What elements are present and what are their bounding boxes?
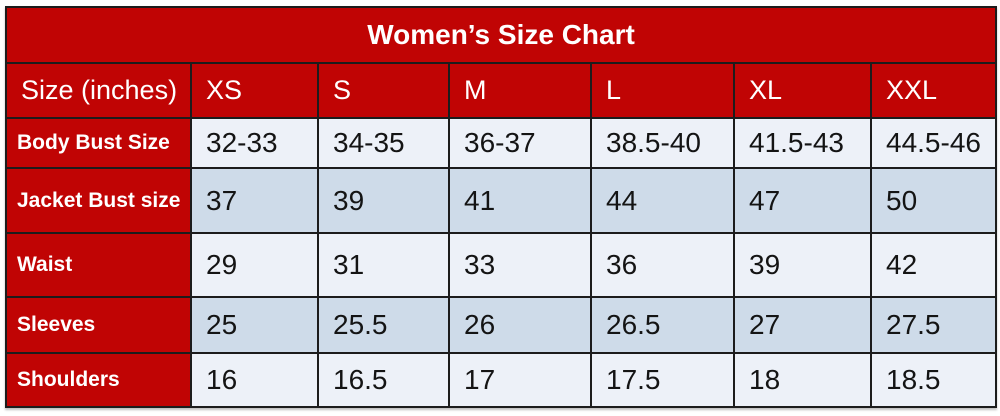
table-cell: 26.5 <box>590 296 735 354</box>
table-cell: 27 <box>733 296 872 354</box>
table-cell: 38.5-40 <box>590 117 735 169</box>
table-row-waist: Waist 29 31 33 36 39 42 <box>5 232 998 298</box>
row-label-jacket-bust: Jacket Bust size <box>5 167 192 234</box>
header-row: Size (inches) XS S M L XL XXL <box>5 62 998 119</box>
table-cell: 26 <box>448 296 592 354</box>
table-cell: 37 <box>190 167 319 234</box>
table-cell: 25.5 <box>317 296 450 354</box>
table-row-sleeves: Sleeves 25 25.5 26 26.5 27 27.5 <box>5 296 998 354</box>
table-cell: 18.5 <box>869 352 998 408</box>
table-cell: 31 <box>317 232 450 298</box>
table-row-shoulders: Shoulders 16 16.5 17 17.5 18 18.5 <box>5 352 998 408</box>
row-label-body-bust: Body Bust Size <box>5 117 192 169</box>
column-header-xxl: XXL <box>869 62 998 119</box>
row-label-shoulders: Shoulders <box>5 352 192 408</box>
column-header-l: L <box>590 62 735 119</box>
table-cell: 36-37 <box>448 117 592 169</box>
title-row: Women’s Size Chart <box>4 6 998 64</box>
table-cell: 47 <box>733 167 872 234</box>
row-label-sleeves: Sleeves <box>5 296 192 354</box>
table-cell: 39 <box>317 167 450 234</box>
table-cell: 16 <box>190 352 319 408</box>
table-cell: 17.5 <box>590 352 735 408</box>
column-header-m: M <box>448 62 592 119</box>
table-cell: 44 <box>590 167 735 234</box>
column-header-size-inches: Size (inches) <box>5 62 192 119</box>
table-cell: 36 <box>590 232 735 298</box>
table-cell: 50 <box>869 167 998 234</box>
chart-title: Women’s Size Chart <box>4 6 998 64</box>
table-cell: 18 <box>733 352 872 408</box>
table-cell: 33 <box>448 232 592 298</box>
table-cell: 41 <box>448 167 592 234</box>
table-cell: 34-35 <box>317 117 450 169</box>
size-chart-table: Women’s Size Chart Size (inches) XS S M … <box>4 6 998 408</box>
column-header-xl: XL <box>733 62 872 119</box>
table-cell: 27.5 <box>869 296 998 354</box>
table-cell: 39 <box>733 232 872 298</box>
column-header-s: S <box>317 62 450 119</box>
table-cell: 17 <box>448 352 592 408</box>
table-cell: 32-33 <box>190 117 319 169</box>
column-header-xs: XS <box>190 62 319 119</box>
table-cell: 25 <box>190 296 319 354</box>
table-row-body-bust: Body Bust Size 32-33 34-35 36-37 38.5-40… <box>5 117 998 169</box>
table-cell: 16.5 <box>317 352 450 408</box>
table-cell: 44.5-46 <box>869 117 998 169</box>
table-cell: 29 <box>190 232 319 298</box>
table-cell: 41.5-43 <box>733 117 872 169</box>
row-label-waist: Waist <box>5 232 192 298</box>
table-row-jacket-bust: Jacket Bust size 37 39 41 44 47 50 <box>5 167 998 234</box>
table-cell: 42 <box>869 232 998 298</box>
